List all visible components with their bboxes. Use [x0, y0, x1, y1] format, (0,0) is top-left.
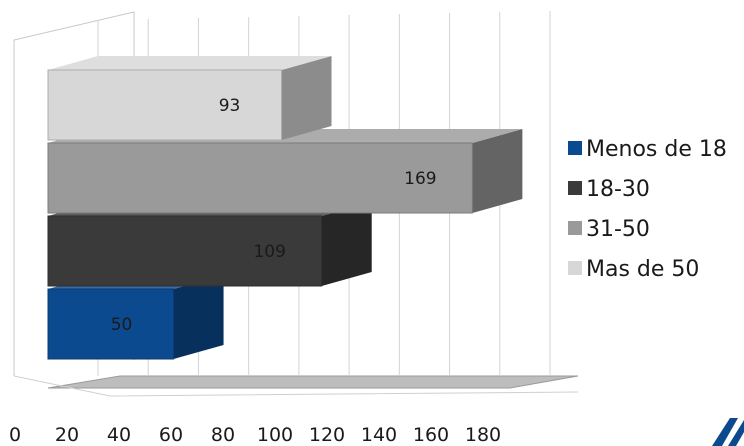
logo-stroke [712, 418, 738, 446]
legend-entry: Menos de 18 [586, 137, 727, 162]
bar-side [321, 202, 372, 286]
legend-swatch [568, 221, 582, 235]
x-tick-label: 20 [55, 424, 79, 446]
bar-front [47, 288, 175, 360]
bar-mas-de-50 [47, 56, 332, 141]
logo-stroke [728, 420, 744, 446]
bar-top [48, 56, 332, 70]
bar-front [47, 69, 283, 141]
x-axis-ticks: 0 20 40 60 80 100 120 140 160 180 [9, 424, 501, 446]
legend-entry: 31-50 [586, 217, 650, 242]
bar-31-50 [47, 129, 523, 214]
bar-front [47, 142, 473, 214]
x-tick-label: 160 [413, 424, 449, 446]
bar-front [47, 215, 323, 287]
legend-swatch [568, 181, 582, 195]
legend-entry: Mas de 50 [586, 257, 699, 282]
data-label: 93 [219, 96, 241, 116]
bar-side [472, 129, 523, 213]
data-labels: 50 109 169 93 [111, 96, 437, 335]
bar-side [173, 275, 224, 359]
legend-entry: 18-30 [586, 177, 650, 202]
x-tick-label: 0 [9, 424, 21, 446]
bar-18-30 [47, 202, 372, 287]
data-label: 169 [404, 169, 436, 189]
x-tick-label: 40 [107, 424, 131, 446]
legend-swatch [568, 141, 582, 155]
x-tick-label: 100 [257, 424, 293, 446]
data-label: 109 [253, 242, 285, 262]
data-label: 50 [111, 315, 133, 335]
x-tick-label: 60 [159, 424, 183, 446]
x-tick-label: 80 [211, 424, 235, 446]
bar-side [281, 56, 332, 140]
legend: Menos de 18 18-30 31-50 Mas de 50 [568, 137, 727, 282]
brand-logo-mark [712, 418, 744, 446]
x-tick-label: 140 [361, 424, 397, 446]
x-tick-label: 120 [309, 424, 345, 446]
bars [47, 56, 523, 360]
bar-menos-de-18 [47, 275, 224, 360]
floor [47, 375, 579, 389]
floor-front-edge [13, 375, 579, 397]
legend-swatch [568, 261, 582, 275]
x-tick-label: 180 [465, 424, 501, 446]
